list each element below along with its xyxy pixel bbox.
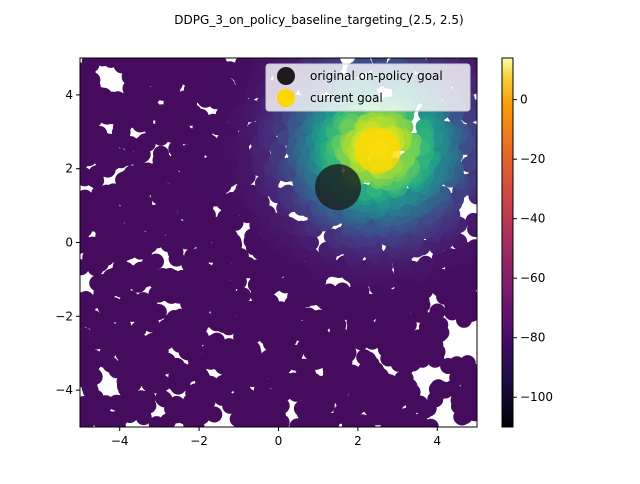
scatter-point	[417, 255, 434, 272]
colorbar-tick-label: −80	[520, 331, 545, 345]
scatter-point	[412, 395, 428, 412]
colorbar-frame	[501, 57, 514, 428]
colorbar-ticks: 0 −20 −40 −60 −80 −100	[513, 93, 553, 404]
x-tick-label: 4	[433, 434, 441, 448]
scatter-point	[168, 395, 185, 412]
x-axis-ticks: −4 −2 0 2 4	[111, 427, 441, 448]
scatter-point	[139, 135, 156, 152]
y-axis-ticks: −4 −2 0 2 4	[55, 88, 80, 397]
chart-title: DDPG_3_on_policy_baseline_targeting_(2.5…	[174, 13, 463, 27]
scatter-point	[213, 119, 230, 136]
scatter-point	[321, 283, 338, 300]
scatter-point	[155, 152, 172, 169]
scatter-point	[254, 148, 271, 164]
x-tick-label: 2	[354, 434, 362, 448]
scatter-point	[235, 287, 252, 304]
goal-markers	[315, 127, 401, 211]
legend-box	[265, 63, 471, 112]
scatter-point	[285, 372, 302, 389]
scatter-point	[166, 75, 183, 92]
scatter-point	[465, 212, 477, 229]
scatter-point	[303, 247, 320, 264]
scatter-point	[397, 370, 414, 387]
y-tick-label: −2	[55, 309, 73, 323]
scatter-points	[80, 58, 477, 427]
legend-marker-current-goal	[277, 89, 295, 107]
scatter-point	[440, 358, 457, 374]
scatter-point	[115, 317, 132, 334]
scatter-point	[122, 290, 139, 307]
scatter-point	[218, 248, 235, 265]
scatter-point	[460, 156, 477, 173]
scatter-point	[270, 143, 287, 160]
scatter-point	[251, 300, 267, 317]
scatter-point	[208, 332, 225, 349]
legend-label-current-goal: current goal	[310, 91, 383, 105]
y-tick-label: 2	[65, 162, 73, 176]
y-tick-label: 4	[65, 88, 73, 102]
colorbar-tick-label: −100	[520, 390, 553, 404]
scatter-point	[206, 406, 223, 423]
scatter-point	[225, 233, 242, 250]
plot-area	[80, 58, 477, 427]
x-tick-label: −2	[190, 434, 208, 448]
scatter-point	[429, 303, 446, 320]
scatter-point	[253, 194, 270, 211]
scatter-point	[239, 168, 256, 185]
colorbar-gradient	[502, 58, 513, 427]
scatter-point	[150, 304, 167, 320]
scatter-point	[227, 214, 244, 231]
scatter-point	[148, 253, 164, 270]
scatter-point	[122, 136, 139, 153]
scatter-point	[155, 390, 172, 407]
colorbar-tick-label: −40	[520, 212, 545, 226]
colorbar: 0 −20 −40 −60 −80 −100	[501, 57, 553, 428]
colorbar-tick-label: −60	[520, 271, 545, 285]
colorbar-tick-label: 0	[520, 93, 528, 107]
scatter-point	[334, 282, 351, 299]
scatter-point	[262, 294, 279, 310]
scatter-point	[335, 394, 352, 411]
current-goal-marker	[354, 127, 401, 174]
x-tick-label: 0	[275, 434, 283, 448]
original-goal-marker	[315, 164, 362, 211]
scatter-point	[356, 349, 373, 366]
scatter-point	[80, 291, 94, 307]
y-tick-label: −4	[55, 383, 73, 397]
scatter-point	[139, 390, 156, 407]
scatter-point	[130, 321, 147, 338]
scatter-point	[168, 357, 185, 374]
legend: original on-policy goal current goal	[265, 63, 471, 112]
x-tick-label: −4	[111, 434, 129, 448]
legend-marker-original-goal	[277, 67, 295, 85]
colorbar-tick-label: −20	[520, 152, 545, 166]
scatter-point	[136, 194, 153, 211]
y-tick-label: 0	[65, 236, 73, 250]
legend-label-original-goal: original on-policy goal	[310, 69, 443, 83]
scatter-point	[85, 367, 102, 384]
scatter-point	[430, 379, 447, 396]
